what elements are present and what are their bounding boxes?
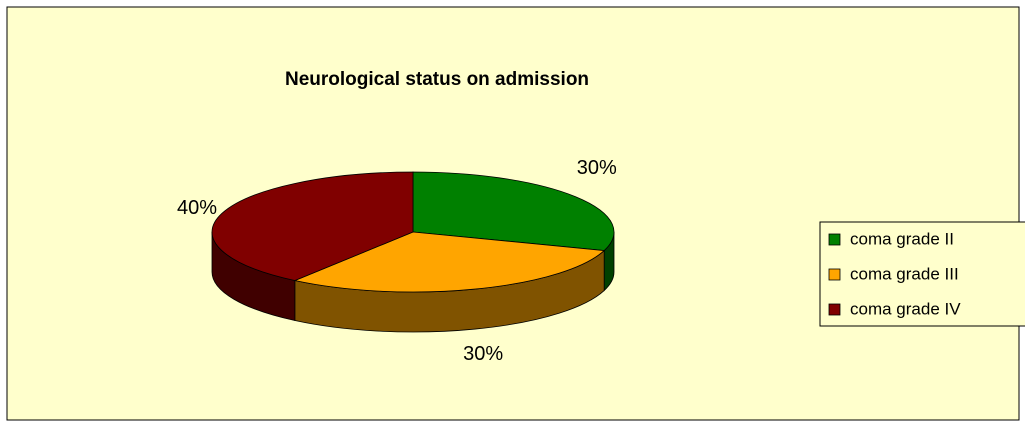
legend-label: coma grade II	[850, 229, 954, 248]
legend-box	[819, 221, 1025, 327]
data-label: 30%	[577, 157, 617, 179]
data-label: 40%	[177, 197, 217, 219]
slice	[412, 171, 615, 251]
legend-label: coma grade IV	[850, 299, 961, 318]
chart-title: Neurological status on admission	[285, 69, 589, 90]
legend-swatch	[828, 268, 841, 281]
slice	[211, 171, 414, 281]
data-label: 30%	[463, 343, 503, 365]
legend-swatch	[828, 233, 841, 246]
slice	[293, 231, 606, 293]
legend-label: coma grade III	[850, 264, 959, 283]
legend-swatch	[828, 303, 841, 316]
